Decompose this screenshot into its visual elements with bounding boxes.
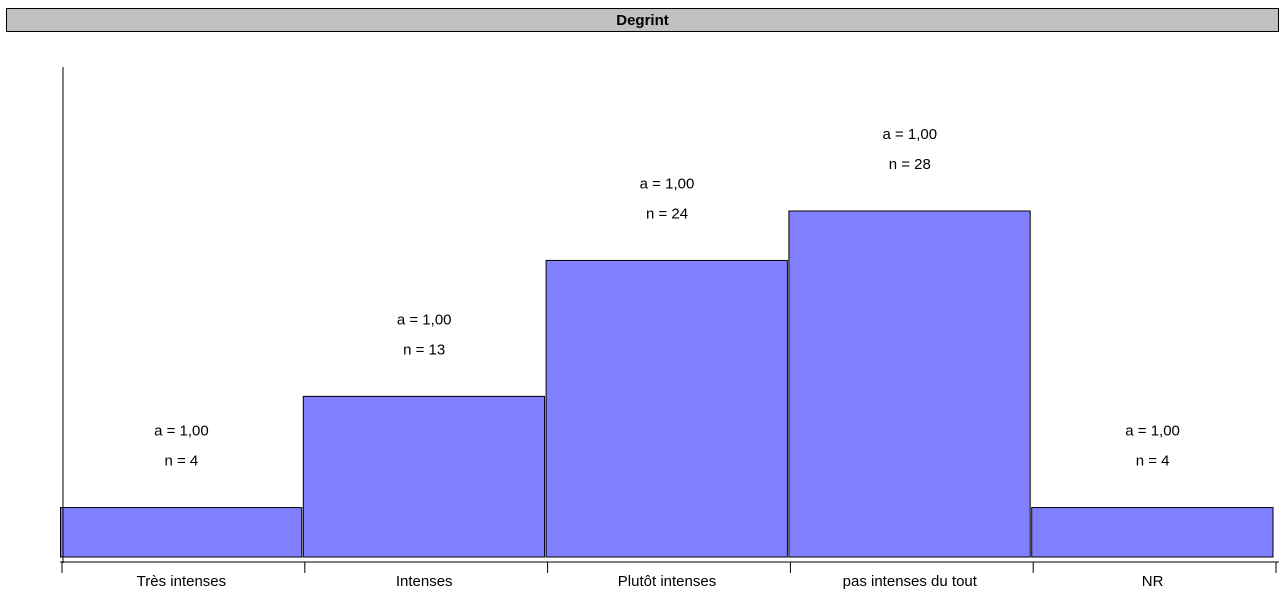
x-tick-label: Plutôt intenses [618, 573, 716, 590]
data-label-a: a = 1,00 [882, 126, 937, 143]
data-label-a: a = 1,00 [1125, 423, 1180, 440]
bar [545, 259, 788, 558]
bar [302, 395, 546, 558]
x-tick-label: pas intenses du tout [843, 573, 978, 590]
bar [788, 210, 1031, 558]
data-label-a: a = 1,00 [640, 175, 695, 192]
data-label-n: n = 24 [646, 205, 688, 222]
x-tick-label: Très intenses [137, 573, 226, 590]
data-label-n: n = 4 [1136, 453, 1170, 470]
chart-title: Degrint [6, 8, 1279, 32]
bar [60, 507, 303, 558]
data-label-a: a = 1,00 [154, 423, 209, 440]
data-label-n: n = 28 [889, 156, 931, 173]
x-tick-label: Intenses [396, 573, 453, 590]
data-label-a: a = 1,00 [397, 311, 452, 328]
data-label-n: n = 13 [403, 341, 445, 358]
bar [1031, 507, 1274, 558]
x-tick-label: NR [1142, 573, 1164, 590]
data-label-n: n = 4 [165, 453, 199, 470]
